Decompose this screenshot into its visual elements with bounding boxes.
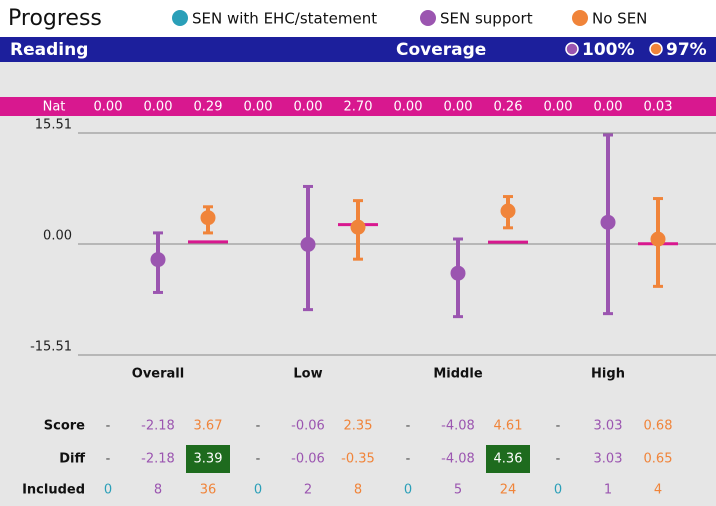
coverage-swatch: [649, 42, 663, 56]
y-tick-label: 0.00: [43, 229, 72, 244]
score-cell: 3.03: [594, 419, 623, 434]
coverage-value: 100%: [582, 40, 635, 60]
legend-swatch: [420, 10, 436, 26]
header-bar: [0, 37, 716, 62]
score-cell: -: [106, 419, 111, 434]
nat-value: 0.00: [94, 100, 123, 115]
point: [200, 210, 216, 226]
nat-value: 0.26: [494, 100, 523, 115]
point: [500, 203, 516, 219]
included-cell: 2: [304, 483, 312, 498]
x-tick-label: High: [591, 367, 625, 382]
point: [300, 236, 316, 252]
point: [450, 265, 466, 281]
title: Progress: [8, 6, 102, 31]
diff-cell: 3.03: [594, 452, 623, 467]
score-cell: -: [556, 419, 561, 434]
coverage-swatch: [565, 42, 579, 56]
diff-cell: -: [106, 452, 111, 467]
row-label: Score: [44, 419, 85, 434]
panel: [0, 62, 716, 506]
included-cell: 0: [104, 483, 112, 498]
coverage-value: 97%: [666, 40, 707, 60]
nat-value: 0.00: [294, 100, 323, 115]
row-label: Included: [22, 483, 85, 498]
nat-value: 0.29: [194, 100, 223, 115]
included-cell: 5: [454, 483, 462, 498]
included-cell: 0: [404, 483, 412, 498]
diff-cell: 3.39: [194, 452, 223, 467]
coverage-label: Coverage: [396, 40, 486, 60]
nat-value: 0.00: [544, 100, 573, 115]
included-cell: 24: [500, 483, 517, 498]
y-tick-label: -15.51: [30, 340, 72, 355]
included-cell: 4: [654, 483, 662, 498]
diff-cell: 0.65: [644, 452, 673, 467]
legend-label: SEN with EHC/statement: [192, 10, 377, 28]
row-label: Diff: [59, 452, 85, 467]
nat-value: 0.00: [594, 100, 623, 115]
subject: Reading: [10, 40, 88, 60]
diff-cell: -: [406, 452, 411, 467]
nat-bar: [0, 97, 716, 116]
score-cell: -4.08: [441, 419, 475, 434]
included-cell: 8: [354, 483, 362, 498]
legend-swatch: [172, 10, 188, 26]
score-cell: -0.06: [291, 419, 325, 434]
score-cell: 4.61: [494, 419, 523, 434]
diff-cell: -0.35: [341, 452, 375, 467]
legend-swatch: [572, 10, 588, 26]
nat-value: 0.03: [644, 100, 673, 115]
nat-label: Nat: [43, 100, 66, 115]
included-cell: 36: [200, 483, 217, 498]
score-cell: -2.18: [141, 419, 175, 434]
score-cell: 3.67: [194, 419, 223, 434]
diff-highlight: [486, 445, 530, 473]
point: [150, 252, 166, 268]
score-cell: 2.35: [344, 419, 373, 434]
legend-label: SEN support: [440, 10, 533, 28]
x-tick-label: Middle: [433, 367, 482, 382]
nat-value: 2.70: [344, 100, 373, 115]
y-tick-label: 15.51: [35, 118, 72, 133]
point: [600, 214, 616, 230]
point: [350, 219, 366, 235]
diff-cell: -0.06: [291, 452, 325, 467]
diff-cell: -2.18: [141, 452, 175, 467]
diff-cell: -: [256, 452, 261, 467]
included-cell: 0: [254, 483, 262, 498]
x-tick-label: Overall: [132, 367, 184, 382]
nat-value: 0.00: [444, 100, 473, 115]
diff-cell: 4.36: [494, 452, 523, 467]
point: [650, 231, 666, 247]
included-cell: 8: [154, 483, 162, 498]
x-tick-label: Low: [293, 367, 322, 382]
legend-label: No SEN: [592, 10, 647, 28]
diff-cell: -4.08: [441, 452, 475, 467]
nat-value: 0.00: [394, 100, 423, 115]
nat-value: 0.00: [144, 100, 173, 115]
included-cell: 1: [604, 483, 612, 498]
score-cell: 0.68: [644, 419, 673, 434]
score-cell: -: [406, 419, 411, 434]
score-cell: -: [256, 419, 261, 434]
included-cell: 0: [554, 483, 562, 498]
diff-cell: -: [556, 452, 561, 467]
diff-highlight: [186, 445, 230, 473]
nat-value: 0.00: [244, 100, 273, 115]
